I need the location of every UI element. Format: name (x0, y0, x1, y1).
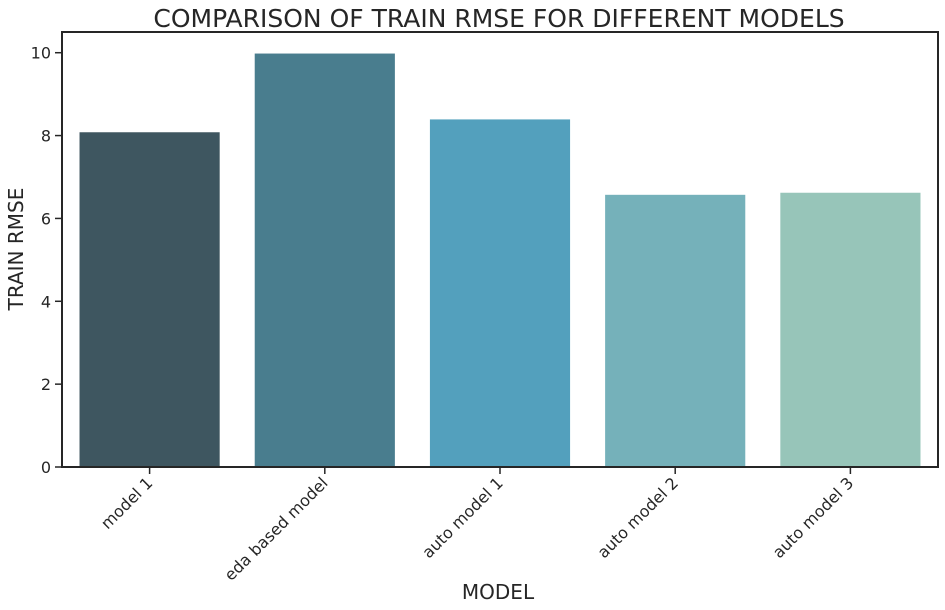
y-tick-label: 0 (41, 458, 51, 477)
bar-auto-model-1 (429, 119, 571, 468)
x-axis-label: MODEL (462, 580, 535, 604)
y-tick-label: 8 (41, 127, 51, 146)
plot-frame (61, 31, 939, 468)
bar-auto-model-3 (780, 192, 921, 467)
y-tick-label: 2 (41, 375, 51, 394)
y-tick-label: 6 (41, 209, 51, 228)
bar-model-1 (79, 132, 220, 467)
bar-auto-model-2 (605, 194, 746, 468)
chart-title: COMPARISON OF TRAIN RMSE FOR DIFFERENT M… (153, 4, 844, 33)
y-axis: 0 2 4 6 8 10 (31, 44, 62, 477)
y-tick-label: 4 (41, 292, 51, 311)
bars (79, 53, 921, 468)
bar-eda-based-model (254, 53, 395, 468)
y-tick-label: 10 (31, 44, 51, 63)
y-axis-label: TRAIN RMSE (4, 188, 28, 312)
